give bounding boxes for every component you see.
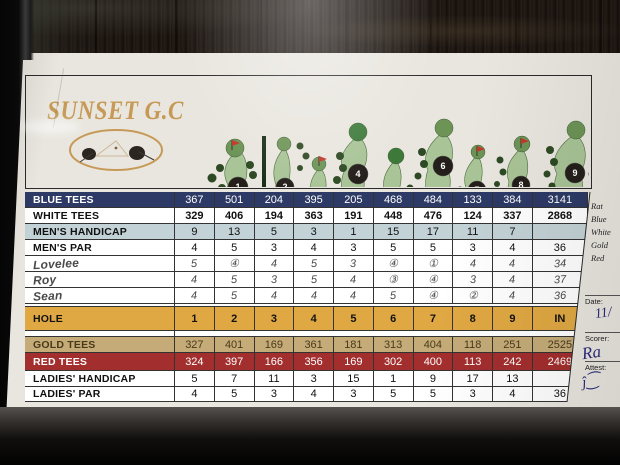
svg-text:9: 9 — [572, 168, 577, 178]
svg-text:6: 6 — [440, 161, 445, 171]
svg-text:4: 4 — [355, 169, 360, 179]
